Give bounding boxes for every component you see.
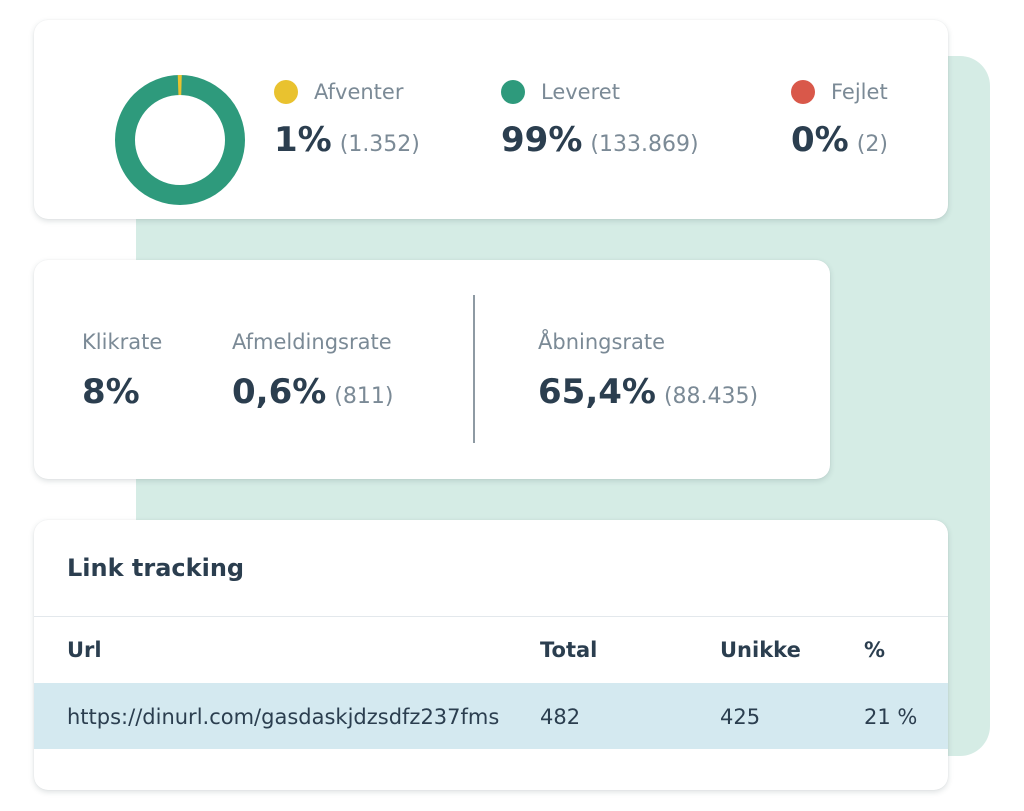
delivered-dot-icon: [501, 80, 525, 104]
delivery-donut-chart: [114, 74, 245, 205]
link-tracking-card: Link tracking Url Total Unikke % https:/…: [34, 520, 948, 790]
stat-failed-percent: 0%: [791, 120, 849, 160]
row-unique: 425: [720, 705, 761, 729]
row-percent: 21 %: [864, 705, 918, 729]
stat-pending-percent: 1%: [274, 120, 332, 160]
rates-card: Klikrate 8% Afmeldingsrate 0,6% (811) Åbn…: [34, 260, 830, 479]
column-header-unique[interactable]: Unikke: [720, 638, 801, 662]
stat-failed: Fejlet 0% (2): [791, 78, 888, 160]
stat-delivered: Leveret 99% (133.869): [501, 78, 699, 160]
row-total: 482: [540, 705, 581, 729]
rates-divider: [473, 295, 475, 443]
click-rate: Klikrate 8%: [82, 328, 162, 412]
row-url[interactable]: https://dinurl.com/gasdaskjdzsdfz237fms: [67, 705, 500, 729]
open-rate: Åbningsrate 65,4% (88.435): [538, 328, 758, 412]
column-header-url[interactable]: Url: [67, 638, 102, 662]
unsubscribe-rate-label: Afmeldingsrate: [232, 330, 392, 354]
stat-pending-label: Afventer: [314, 80, 404, 104]
donut-segment-delivered: [115, 75, 245, 205]
stat-delivered-percent: 99%: [501, 120, 583, 160]
click-rate-label: Klikrate: [82, 330, 163, 354]
stat-pending: Afventer 1% (1.352): [274, 78, 420, 160]
unsubscribe-rate-value: 0,6%: [232, 372, 327, 412]
column-header-percent[interactable]: %: [864, 638, 886, 662]
stat-delivered-count: (133.869): [590, 132, 699, 157]
delivery-status-card: Afventer 1% (1.352) Leveret 99% (133.869) …: [34, 20, 948, 219]
column-header-total[interactable]: Total: [540, 638, 598, 662]
link-tracking-title: Link tracking: [67, 554, 245, 582]
stat-delivered-label: Leveret: [541, 80, 620, 104]
unsubscribe-rate-count: (811): [334, 384, 394, 409]
open-rate-count: (88.435): [663, 384, 759, 409]
stat-failed-count: (2): [856, 132, 888, 157]
open-rate-label: Åbningsrate: [538, 330, 666, 354]
failed-dot-icon: [791, 80, 815, 104]
stat-pending-count: (1.352): [339, 132, 420, 157]
stat-failed-label: Fejlet: [831, 80, 888, 104]
unsubscribe-rate: Afmeldingsrate 0,6% (811): [232, 328, 393, 412]
table-row[interactable]: https://dinurl.com/gasdaskjdzsdfz237fms …: [34, 683, 948, 749]
pending-dot-icon: [274, 80, 298, 104]
open-rate-value: 65,4%: [538, 372, 656, 412]
click-rate-value: 8%: [82, 372, 140, 412]
header-divider: [34, 616, 948, 617]
